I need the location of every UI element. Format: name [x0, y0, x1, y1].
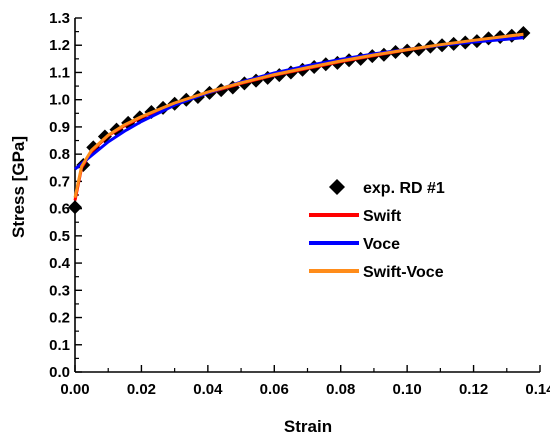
x-tick-label: 0.14: [525, 381, 550, 398]
legend-label-voce: Voce: [363, 236, 400, 253]
legend-label-swift: Swift: [363, 208, 402, 225]
y-tick-label: 0.0: [49, 364, 70, 381]
x-axis-label: Strain: [284, 417, 332, 436]
legend: exp. RD #1 Swift Voce Swift-Voce: [309, 179, 445, 281]
y-axis-label: Stress [GPa]: [9, 136, 28, 238]
x-tick-label: 0.00: [60, 381, 89, 398]
x-tick-label: 0.04: [193, 381, 223, 398]
y-tick-label: 0.2: [49, 310, 70, 327]
y-tick-label: 1.0: [49, 92, 70, 109]
y-tick-label: 0.1: [49, 337, 70, 354]
voce-series-line: [74, 36, 524, 171]
y-tick-label: 1.2: [49, 37, 70, 54]
y-tick-label: 1.1: [49, 64, 70, 81]
swift-voce-series-line: [73, 32, 524, 199]
axes-layer: 0.0 0.1 0.2 0.3 0.4 0.5 0.6 0.7 0.8 0.9 1.0 1.1 1.2 1…: [49, 10, 550, 398]
y-tick-label: 1.3: [49, 10, 70, 27]
x-tick-label: 0.12: [459, 381, 488, 398]
series-layer: [68, 25, 531, 215]
legend-marker-exp-rd-1: [329, 179, 345, 195]
x-tick-label: 0.10: [393, 381, 422, 398]
x-tick-label: 0.06: [260, 381, 289, 398]
y-tick-label: 0.9: [49, 119, 70, 136]
y-tick-label: 0.3: [49, 282, 70, 299]
legend-label-exp-rd-1: exp. RD #1: [363, 180, 445, 197]
y-tick-label: 0.8: [49, 146, 70, 163]
y-tick-label: 0.5: [49, 228, 70, 245]
legend-label-swift-voce: Swift-Voce: [363, 264, 444, 281]
y-tick-label: 0.7: [49, 173, 70, 190]
exp-data-point: [68, 200, 82, 215]
x-tick-label: 0.08: [326, 381, 355, 398]
x-tick-label: 0.02: [127, 381, 156, 398]
y-tick-label: 0.4: [49, 255, 71, 272]
y-tick-label: 0.6: [49, 201, 70, 218]
